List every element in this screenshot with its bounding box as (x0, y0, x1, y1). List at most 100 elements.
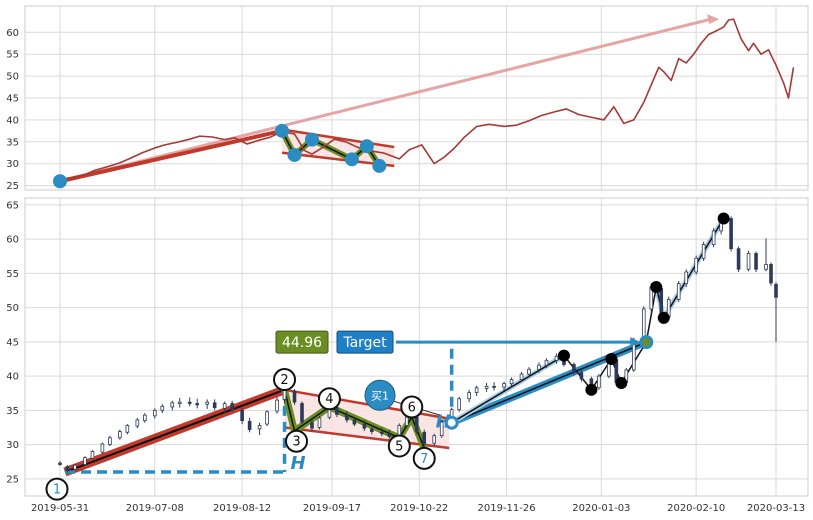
candle-body (414, 416, 419, 433)
candle-body (579, 372, 584, 380)
pattern-point-label-circle (400, 395, 424, 419)
target-arrowhead (630, 337, 641, 348)
detail-panel (24, 197, 809, 497)
candle-body (143, 414, 147, 422)
overview-pattern-point (287, 147, 302, 162)
candle-body (754, 253, 758, 270)
candle-body (362, 423, 367, 429)
candle-body (300, 403, 304, 423)
followup-point-marker (605, 352, 618, 365)
pattern-point-label-circle (45, 477, 69, 501)
candle-body (275, 399, 279, 412)
candle-body (397, 425, 402, 437)
candle-body (310, 422, 314, 429)
followup-point-marker (615, 376, 628, 389)
pattern-point-label: 1 (53, 483, 61, 498)
detail-y-tick-label: 50 (6, 303, 19, 314)
overview-y-tick-label: 30 (6, 159, 19, 170)
overview-y-tick-label: 55 (6, 50, 19, 61)
overview-y-tick-label: 25 (6, 181, 19, 192)
candle-body (257, 425, 262, 430)
buy-marker (364, 379, 396, 411)
overview-y-tick-label: 50 (6, 72, 19, 83)
candle-body (746, 253, 751, 270)
candle-body (572, 364, 576, 374)
candle-body (509, 379, 514, 385)
x-tick-label: 2019-09-17 (303, 503, 361, 514)
candle-body (195, 403, 200, 406)
detail-trend-line-core (64, 388, 285, 473)
overview-y-tick-label: 45 (6, 94, 19, 105)
candle-body (467, 392, 471, 400)
overview-y-tick-label: 60 (6, 28, 19, 39)
candle-body (83, 457, 87, 465)
candle-body (769, 264, 773, 284)
pattern-point-label-circle (273, 368, 297, 392)
candle-body (108, 437, 112, 446)
candle-body (544, 359, 549, 366)
candle-body (404, 416, 409, 426)
pattern-point-label-circle (317, 387, 341, 411)
candle-body (684, 271, 688, 285)
candle-body (153, 409, 157, 417)
x-tick-label: 2020-01-03 (572, 503, 630, 514)
candle-body (474, 387, 479, 393)
candle-body (292, 390, 297, 403)
candle-body (247, 420, 252, 430)
overview-pattern-point (372, 158, 387, 173)
overview-trend-line (59, 128, 283, 184)
detail-y-tick-label: 25 (6, 474, 19, 485)
overview-pattern-point (359, 139, 374, 154)
candle-body (484, 385, 489, 389)
candle-body (177, 401, 182, 404)
candle-body (432, 435, 437, 444)
target-point-core (642, 338, 651, 347)
breakout-point-inner (447, 418, 456, 427)
candle-body (537, 364, 541, 370)
candle-body (519, 373, 524, 380)
candle-body (212, 402, 217, 409)
x-tick-label: 2019-11-26 (478, 503, 536, 514)
candle-body (90, 451, 95, 459)
overview-projection-arrow (59, 17, 712, 183)
candle-body (240, 409, 244, 422)
candle-body (370, 428, 374, 433)
candle-body (282, 390, 287, 400)
followup-point-marker (557, 349, 570, 362)
pattern-point-label: 6 (408, 400, 416, 415)
detail-y-tick-label: 35 (6, 406, 19, 417)
target-value-box (275, 330, 329, 354)
overview-start-marker (53, 174, 67, 189)
candle-body (422, 431, 427, 445)
overview-y-tick-label: 40 (6, 115, 19, 126)
pattern-point-label: 4 (325, 392, 333, 407)
detail-channel-top-line (284, 388, 450, 420)
followup-point-marker (585, 383, 598, 396)
height-label: H (291, 453, 306, 474)
candle-body (73, 464, 77, 470)
candle-body (502, 383, 506, 388)
candle-body (597, 375, 601, 389)
candle-body (457, 398, 461, 411)
candle-body (711, 230, 716, 245)
overview-pattern-point (344, 152, 359, 167)
detail-y-tick-label: 45 (6, 337, 19, 348)
candle-body (554, 355, 559, 361)
candle-body (135, 419, 140, 427)
overview-y-tick-label: 35 (6, 137, 19, 148)
detail-y-tick-label: 40 (6, 372, 19, 383)
candle-body (701, 244, 706, 259)
candle-body (694, 257, 698, 273)
candle-body (222, 403, 227, 409)
buy-label: 买1 (371, 389, 389, 402)
candle-body (230, 403, 234, 411)
candle-body (492, 385, 496, 388)
x-tick-label: 2019-05-31 (31, 503, 89, 514)
x-tick-label: 2020-02-10 (667, 503, 725, 514)
candle-body (676, 283, 681, 300)
overview-projection-arrowhead (707, 14, 720, 25)
pattern-point-label: 7 (420, 452, 428, 467)
candle-body (125, 425, 130, 433)
candle-body (345, 414, 349, 421)
candle-body (65, 466, 70, 472)
